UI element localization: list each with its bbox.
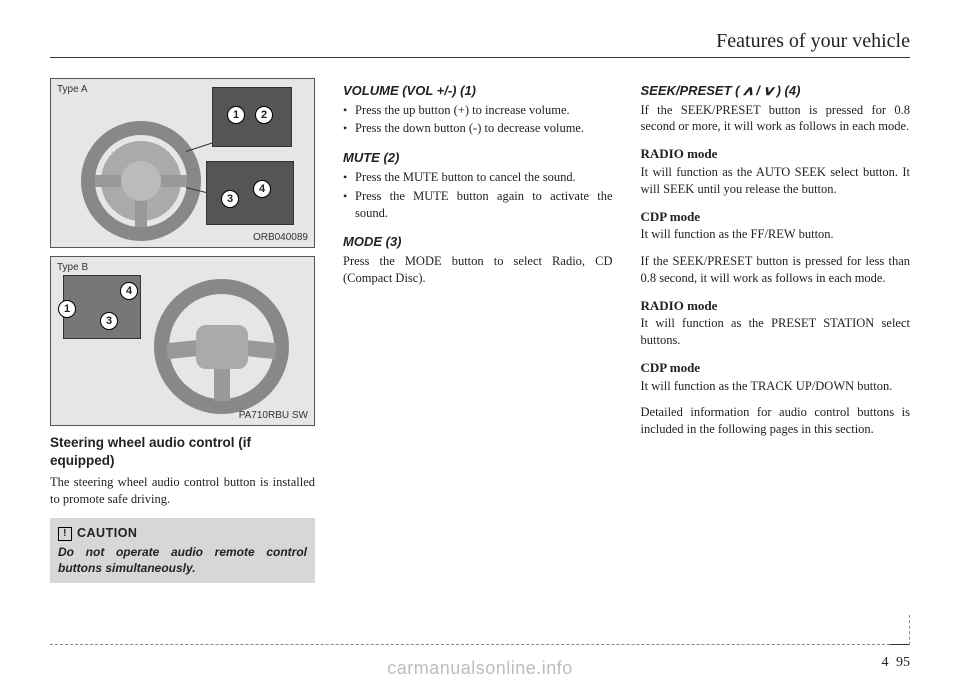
subsection-title: MUTE (2) (343, 149, 613, 167)
callout-2: 2 (255, 106, 273, 124)
callout-1: 1 (227, 106, 245, 124)
figure-b-type-label: Type B (57, 261, 88, 275)
caution-box: ! CAUTION Do not operate audio remote co… (50, 518, 315, 583)
control-panel-inset: 1 3 4 (63, 275, 141, 339)
watermark: carmanualsonline.info (387, 658, 573, 679)
subsection-title: MODE (3) (343, 233, 613, 251)
column-3: SEEK/PRESET ( ∧ / ∨ ) (4) If the SEEK/PR… (641, 78, 911, 583)
mode-heading: CDP mode (641, 359, 911, 377)
title-part: ) (4) (773, 83, 800, 98)
figure-b-code: PA710RBU SW (239, 409, 308, 423)
footer-vline (909, 615, 910, 645)
subsection-title: VOLUME (VOL +/-) (1) (343, 82, 613, 100)
callout-4: 4 (253, 180, 271, 198)
bullet-list: Press the MUTE button to cancel the soun… (343, 169, 613, 222)
section-heading: Steering wheel audio control (if equippe… (50, 434, 315, 470)
list-item: Press the down button (-) to decrease vo… (343, 120, 613, 137)
callout-3: 3 (100, 312, 118, 330)
manual-page: Features of your vehicle Type A 1 2 3 4 (0, 0, 960, 689)
caution-label: CAUTION (77, 525, 137, 542)
list-item: Press the up button (+) to increase volu… (343, 102, 613, 119)
content-columns: Type A 1 2 3 4 ORB040089 Type B (50, 78, 910, 583)
callout-3: 3 (221, 190, 239, 208)
subsection-body: If the SEEK/PRESET button is pressed for… (641, 102, 911, 136)
callout-4: 4 (120, 282, 138, 300)
figure-a-code: ORB040089 (253, 231, 308, 245)
bullet-list: Press the up button (+) to increase volu… (343, 102, 613, 138)
mode-body: It will function as the PRESET STATION s… (641, 315, 911, 349)
chevron-up-icon: ∧ (741, 82, 754, 100)
steering-wheel-icon (154, 279, 289, 414)
section-number: 4 (882, 655, 889, 670)
column-1: Type A 1 2 3 4 ORB040089 Type B (50, 78, 315, 583)
mode-heading: CDP mode (641, 208, 911, 226)
hyundai-logo-icon (208, 339, 236, 355)
list-item: Press the MUTE button to cancel the soun… (343, 169, 613, 186)
caution-title-row: ! CAUTION (58, 525, 307, 542)
section-body: The steering wheel audio control button … (50, 474, 315, 508)
title-part: SEEK/PRESET ( (641, 83, 744, 98)
page-footer: 4 95 (882, 655, 911, 671)
header-title: Features of your vehicle (716, 30, 910, 52)
mode-body: It will function as the TRACK UP/DOWN bu… (641, 378, 911, 395)
footer-rule (50, 644, 890, 645)
list-item: Press the MUTE button again to activate … (343, 188, 613, 222)
control-panel-inset: 1 2 (212, 87, 292, 147)
subsection-body: Press the MODE button to select Radio, C… (343, 253, 613, 287)
steering-wheel-icon (81, 121, 201, 241)
mode-body: It will function as the AUTO SEEK select… (641, 164, 911, 198)
figure-type-a: Type A 1 2 3 4 ORB040089 (50, 78, 315, 248)
subsection-title: SEEK/PRESET ( ∧ / ∨ ) (4) (641, 82, 911, 100)
mode-body: It will function as the FF/REW button. (641, 226, 911, 243)
tail-paragraph: Detailed information for audio control b… (641, 404, 911, 438)
control-panel-inset: 3 4 (206, 161, 294, 225)
page-header: Features of your vehicle (50, 30, 910, 58)
figure-type-b: Type B 1 3 4 PA710RBU SW (50, 256, 315, 426)
chevron-down-icon: ∨ (762, 82, 775, 100)
mid-paragraph: If the SEEK/PRESET button is pressed for… (641, 253, 911, 287)
mode-heading: RADIO mode (641, 145, 911, 163)
mode-heading: RADIO mode (641, 297, 911, 315)
figure-a-type-label: Type A (57, 83, 88, 97)
warning-icon: ! (58, 527, 72, 541)
page-number: 95 (896, 655, 910, 670)
column-2: VOLUME (VOL +/-) (1) Press the up button… (343, 78, 613, 583)
callout-1: 1 (58, 300, 76, 318)
caution-text: Do not operate audio remote control butt… (58, 544, 307, 576)
